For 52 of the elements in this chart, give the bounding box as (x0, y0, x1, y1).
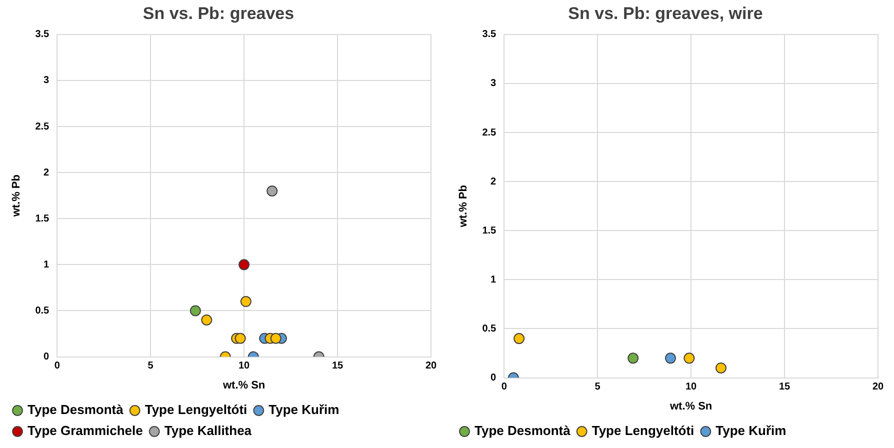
legend-label: Type Lengyeltóti (144, 402, 248, 418)
y-tick-label: 3 (44, 75, 50, 86)
x-axis-title: wt.% Sn (222, 379, 266, 392)
y-tick-label: 1.5 (482, 225, 497, 236)
y-tick-label: 0 (44, 352, 50, 363)
y-tick-label: 0.5 (482, 323, 497, 334)
legend-label: Type Lengyeltóti (592, 423, 694, 438)
x-tick-label: 0 (501, 382, 508, 393)
y-tick-label: 2 (490, 176, 497, 188)
point (684, 352, 695, 364)
x-tick-label: 15 (332, 360, 344, 372)
x-tick-label: 20 (872, 382, 884, 393)
legend-label: Type Desmontà (28, 402, 124, 418)
x-tick-label: 20 (425, 360, 437, 372)
point (266, 185, 278, 196)
point (190, 305, 201, 316)
legend-label: Type Kallithea (164, 423, 252, 438)
y-axis-title: wt.% Pb (10, 174, 23, 218)
y-tick-label: 1.5 (35, 213, 50, 224)
point (664, 352, 676, 364)
x-axis-title: wt.% Sn (668, 400, 712, 412)
point (270, 332, 282, 344)
point (234, 332, 246, 344)
point (715, 362, 726, 374)
x-tick-label: 15 (778, 382, 791, 393)
legend-label: Type Kuřim (716, 423, 786, 438)
x-tick-label: 5 (594, 382, 601, 393)
legend-label: Type Grammichele (28, 423, 143, 438)
x-tick-label: 10 (238, 360, 250, 372)
x-tick-label: 0 (54, 360, 60, 372)
y-tick-label: 0 (490, 372, 497, 384)
y-tick-label: 3 (490, 78, 497, 90)
legend-label: Type Desmontà (474, 423, 572, 438)
y-tick-label: 1 (490, 274, 497, 286)
y-axis-title: wt.% Pb (458, 184, 470, 228)
legend-label: Type Kuřim (268, 402, 340, 418)
x-tick-label: 10 (685, 382, 698, 393)
y-tick-label: 2 (44, 167, 50, 178)
y-tick-label: 3.5 (482, 29, 497, 40)
y-tick-label: 2.5 (35, 121, 50, 132)
x-tick-label: 5 (148, 360, 154, 372)
y-tick-label: 2.5 (482, 127, 497, 138)
y-tick-label: 3.5 (35, 29, 50, 40)
point (514, 333, 525, 344)
chart-title: Sn vs. Pb: greaves, wire (568, 4, 763, 23)
y-tick-label: 1 (44, 259, 50, 270)
chart-title: Sn vs. Pb: greaves (142, 4, 294, 23)
y-tick-label: 0.5 (35, 305, 50, 316)
point (240, 296, 252, 308)
point (238, 259, 250, 270)
point (201, 314, 212, 326)
point (628, 352, 639, 364)
